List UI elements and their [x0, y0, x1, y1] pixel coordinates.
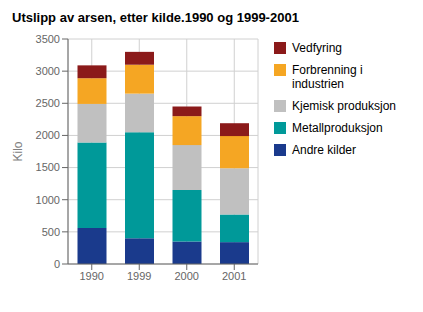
svg-text:3500: 3500	[36, 33, 60, 45]
svg-text:2000: 2000	[175, 270, 199, 282]
svg-text:1500: 1500	[36, 161, 60, 173]
html-text:Utslipp av arsen, etter kilde.: Utslipp av arsen, etter kilde.1990 og 19…	[12, 10, 299, 25]
svg-text:2001: 2001	[222, 270, 246, 282]
svg-text:500: 500	[42, 226, 60, 238]
svg-text:1999: 1999	[127, 270, 151, 282]
svg-text:1000: 1000	[36, 194, 60, 206]
svg-text:Kilo: Kilo	[11, 141, 25, 161]
svg-text:1990: 1990	[80, 270, 104, 282]
svg-text:2500: 2500	[36, 97, 60, 109]
svg-text:3000: 3000	[36, 65, 60, 77]
html-text:Kjemisk produksjon: Kjemisk produksjon	[292, 99, 396, 113]
html-text:Andre kilder: Andre kilder	[292, 143, 356, 157]
svg-text:0: 0	[54, 258, 60, 270]
html-text:Metallproduksjon: Metallproduksjon	[292, 121, 383, 135]
svg-text:2000: 2000	[36, 129, 60, 141]
html-text:Forbrenning i industrien: Forbrenning i industrien	[292, 63, 363, 91]
html-text:Vedfyring: Vedfyring	[292, 41, 342, 55]
